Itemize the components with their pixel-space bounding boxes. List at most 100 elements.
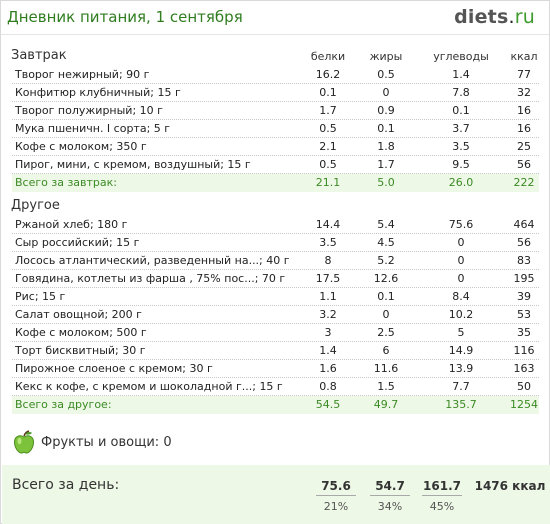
total-carbs: 26.0 bbox=[448, 176, 474, 189]
logo-name: diets bbox=[454, 6, 509, 28]
column-header-protein: белки bbox=[310, 50, 346, 63]
table-row[interactable]: Говядина, котлеты из фарша , 75% пос...;… bbox=[12, 270, 539, 288]
table-row[interactable]: Кекс к кофе, с кремом и шоколадной г...;… bbox=[12, 378, 539, 396]
carbs-value: 14.9 bbox=[448, 344, 474, 357]
table-row[interactable]: Пирог, мини, с кремом, воздушный; 15 г 0… bbox=[12, 156, 539, 174]
protein-value: 1.6 bbox=[319, 362, 337, 375]
total-kcal: 1254 bbox=[510, 398, 538, 411]
protein-value: 1.1 bbox=[319, 290, 337, 303]
protein-value: 0.5 bbox=[319, 122, 337, 135]
day-total-panel: Всего за день: 75.6 54.7 161.7 1476 ккал… bbox=[2, 465, 550, 524]
carbs-value: 0.1 bbox=[452, 104, 470, 117]
table-row[interactable]: Конфитюр клубничный; 15 г 0.1 0 7.8 32 bbox=[12, 84, 539, 102]
carbs-value: 9.5 bbox=[452, 158, 470, 171]
kcal-value: 116 bbox=[513, 344, 535, 357]
carbs-value: 8.4 bbox=[452, 290, 470, 303]
column-header-kcal: ккал bbox=[510, 50, 538, 63]
total-protein: 54.5 bbox=[315, 398, 341, 411]
table-row[interactable]: Пирожное слоеное с кремом; 30 г 1.6 11.6… bbox=[12, 360, 539, 378]
food-name: Кофе с молоком; 350 г bbox=[15, 140, 147, 153]
kcal-value: 32 bbox=[517, 86, 531, 99]
carbs-value: 13.9 bbox=[448, 362, 474, 375]
food-name: Торт бисквитный; 30 г bbox=[15, 344, 146, 357]
table-row[interactable]: Лосось атлантический, разведенный на...;… bbox=[12, 252, 539, 270]
table-row[interactable]: Рис; 15 г 1.1 0.1 8.4 39 bbox=[12, 288, 539, 306]
total-protein: 21.1 bbox=[315, 176, 341, 189]
total-label: Всего за завтрак: bbox=[15, 176, 118, 189]
kcal-value: 53 bbox=[517, 308, 531, 321]
fat-value: 2.5 bbox=[377, 326, 395, 339]
kcal-value: 56 bbox=[517, 236, 531, 249]
fat-value: 0 bbox=[382, 86, 390, 99]
total-kcal: 222 bbox=[513, 176, 535, 189]
fat-share-bar bbox=[370, 495, 410, 496]
kcal-value: 16 bbox=[517, 104, 531, 117]
carbs-value: 3.7 bbox=[452, 122, 470, 135]
row-divider bbox=[12, 305, 539, 306]
protein-value: 17.5 bbox=[315, 272, 341, 285]
row-divider bbox=[12, 323, 539, 324]
table-row[interactable]: Мука пшеничн. I сорта; 5 г 0.5 0.1 3.7 1… bbox=[12, 120, 539, 138]
food-name: Мука пшеничн. I сорта; 5 г bbox=[15, 122, 171, 135]
row-divider bbox=[12, 359, 539, 360]
page-title: Дневник питания, 1 сентября bbox=[7, 8, 243, 26]
diets-logo[interactable]: diets.ru bbox=[454, 6, 535, 28]
row-divider bbox=[12, 119, 539, 120]
section-title-breakfast: Завтрак bbox=[11, 48, 67, 63]
table-row[interactable]: Творог полужирный; 10 г 1.7 0.9 0.1 16 bbox=[12, 102, 539, 120]
table-row[interactable]: Сыр российский; 15 г 3.5 4.5 0 56 bbox=[12, 234, 539, 252]
fat-value: 11.6 bbox=[373, 362, 399, 375]
protein-value: 0.5 bbox=[319, 158, 337, 171]
protein-value: 3.2 bbox=[319, 308, 337, 321]
carbs-share-bar bbox=[422, 495, 462, 496]
fat-value: 12.6 bbox=[373, 272, 399, 285]
total-label: Всего за другое: bbox=[15, 398, 112, 411]
food-name: Лосось атлантический, разведенный на...;… bbox=[15, 254, 290, 267]
row-divider bbox=[12, 287, 539, 288]
table-row[interactable]: Ржаной хлеб; 180 г 14.4 5.4 75.6 464 bbox=[12, 216, 539, 234]
food-name: Кекс к кофе, с кремом и шоколадной г...;… bbox=[15, 380, 283, 393]
protein-value: 1.4 bbox=[319, 344, 337, 357]
protein-value: 2.1 bbox=[319, 140, 337, 153]
row-divider bbox=[12, 233, 539, 234]
logo-tld: ru bbox=[514, 6, 535, 28]
table-row[interactable]: Кофе с молоком; 350 г 2.1 1.8 3.5 25 bbox=[12, 138, 539, 156]
fat-value: 5.4 bbox=[377, 218, 395, 231]
table-row[interactable]: Кофе с молоком; 500 г 3 2.5 5 35 bbox=[12, 324, 539, 342]
food-name: Конфитюр клубничный; 15 г bbox=[15, 86, 181, 99]
food-name: Рис; 15 г bbox=[15, 290, 66, 303]
fat-value: 1.8 bbox=[377, 140, 395, 153]
row-divider bbox=[12, 251, 539, 252]
fat-value: 1.7 bbox=[377, 158, 395, 171]
row-divider bbox=[12, 101, 539, 102]
title-divider bbox=[1, 34, 549, 35]
protein-value: 8 bbox=[324, 254, 332, 267]
day-fat: 54.7 bbox=[375, 479, 405, 493]
row-divider bbox=[12, 395, 539, 396]
kcal-value: 195 bbox=[513, 272, 535, 285]
total-fat: 5.0 bbox=[377, 176, 395, 189]
protein-value: 16.2 bbox=[315, 68, 341, 81]
kcal-value: 163 bbox=[513, 362, 535, 375]
food-name: Кофе с молоком; 500 г bbox=[15, 326, 147, 339]
protein-value: 3.5 bbox=[319, 236, 337, 249]
row-divider bbox=[12, 173, 539, 174]
fat-value: 5.2 bbox=[377, 254, 395, 267]
carbs-value: 3.5 bbox=[452, 140, 470, 153]
table-row[interactable]: Салат овощной; 200 г 3.2 0 10.2 53 bbox=[12, 306, 539, 324]
fruits-label: Фрукты и овощи: 0 bbox=[41, 435, 172, 450]
kcal-value: 77 bbox=[517, 68, 531, 81]
food-name: Творог полужирный; 10 г bbox=[15, 104, 163, 117]
table-row[interactable]: Творог нежирный; 90 г 16.2 0.5 1.4 77 bbox=[12, 66, 539, 84]
food-name: Пирожное слоеное с кремом; 30 г bbox=[15, 362, 213, 375]
day-protein: 75.6 bbox=[321, 479, 351, 493]
carbs-value: 0 bbox=[457, 236, 465, 249]
protein-value: 0.1 bbox=[319, 86, 337, 99]
day-fat-percent: 34% bbox=[377, 500, 403, 513]
table-row[interactable]: Торт бисквитный; 30 г 1.4 6 14.9 116 bbox=[12, 342, 539, 360]
fat-value: 0 bbox=[382, 308, 390, 321]
carbs-value: 7.8 bbox=[452, 86, 470, 99]
row-divider bbox=[12, 155, 539, 156]
row-divider bbox=[12, 377, 539, 378]
